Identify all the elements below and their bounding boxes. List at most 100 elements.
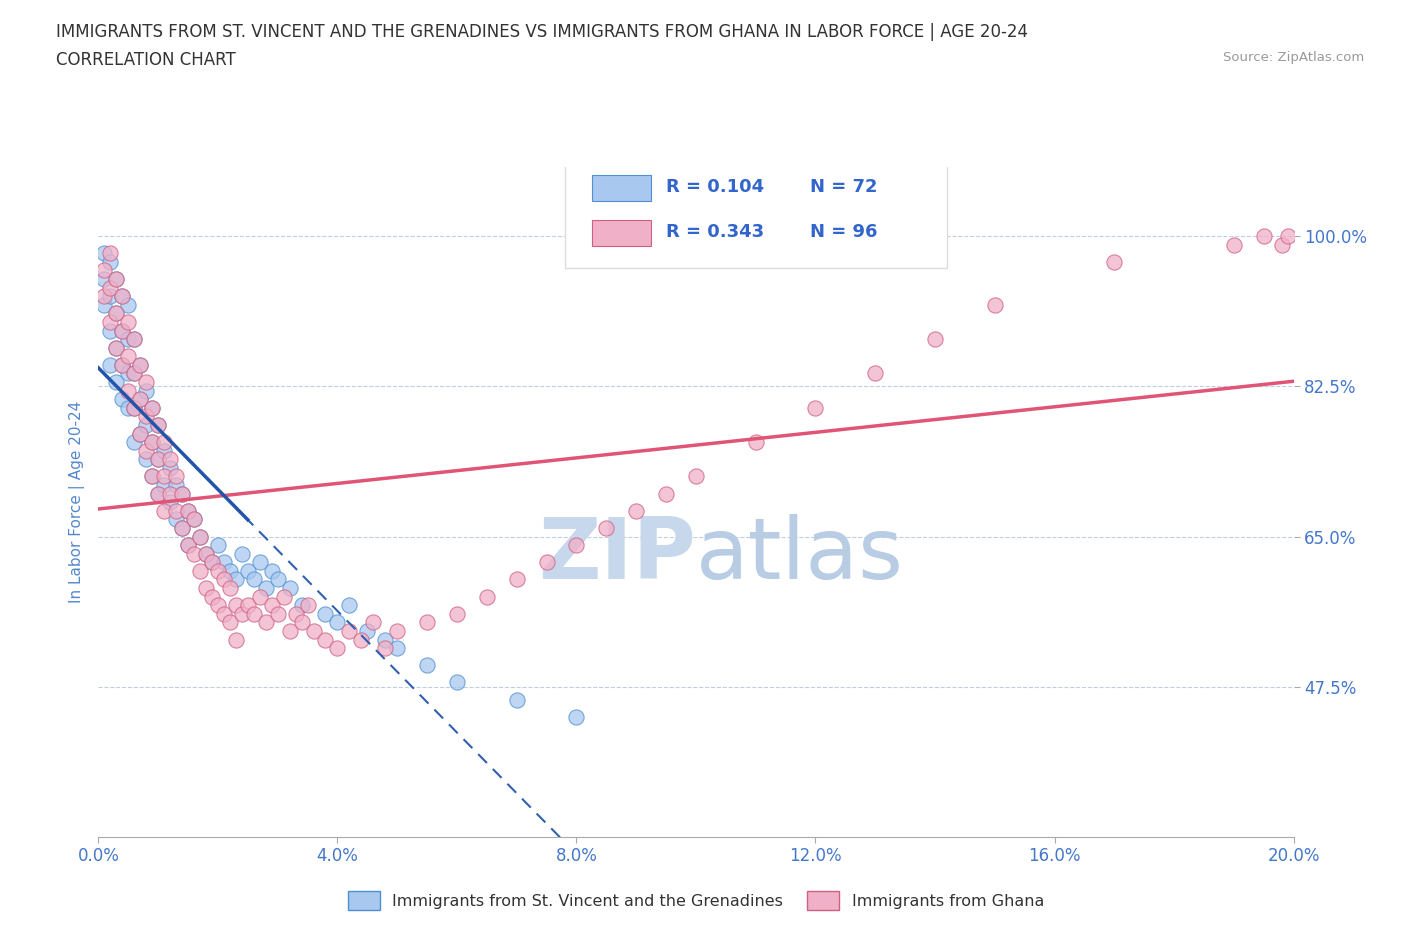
Point — [302, 623, 325, 638]
Point — [267, 572, 290, 587]
Point — [172, 521, 194, 536]
Point — [111, 357, 134, 372]
Point — [326, 615, 349, 630]
Point — [124, 400, 146, 415]
Point — [117, 314, 139, 329]
Point — [231, 606, 253, 621]
Point — [183, 512, 205, 526]
Point — [201, 555, 224, 570]
Point — [1271, 237, 1294, 252]
Point — [129, 357, 152, 372]
Point — [153, 444, 176, 458]
Point — [141, 469, 163, 484]
Point — [278, 580, 301, 595]
Point — [93, 272, 115, 286]
Point — [219, 564, 242, 578]
Point — [225, 598, 247, 613]
Point — [655, 486, 678, 501]
Point — [98, 246, 122, 260]
Point — [207, 538, 229, 552]
Text: ZIP: ZIP — [538, 514, 696, 597]
Point — [207, 564, 229, 578]
Point — [165, 503, 187, 518]
Point — [249, 555, 271, 570]
Point — [188, 564, 211, 578]
Point — [243, 572, 266, 587]
Point — [148, 452, 170, 467]
Point — [315, 606, 337, 621]
Point — [98, 280, 122, 295]
Point — [165, 469, 187, 484]
Point — [153, 469, 176, 484]
Point — [98, 314, 122, 329]
Point — [350, 632, 373, 647]
Point — [177, 538, 200, 552]
Point — [148, 486, 170, 501]
Text: N = 96: N = 96 — [810, 223, 877, 242]
Point — [297, 598, 319, 613]
Point — [536, 555, 558, 570]
Point — [141, 469, 163, 484]
Point — [506, 692, 529, 707]
Point — [506, 572, 529, 587]
Point — [685, 469, 707, 484]
Point — [385, 623, 409, 638]
Point — [446, 606, 468, 621]
Point — [148, 418, 170, 432]
Point — [141, 434, 163, 449]
Point — [254, 615, 277, 630]
Point — [117, 366, 139, 381]
Point — [284, 606, 307, 621]
Point — [153, 434, 176, 449]
Point — [111, 323, 134, 338]
Point — [129, 357, 152, 372]
Point — [111, 392, 134, 406]
Point — [804, 400, 827, 415]
Point — [124, 400, 146, 415]
Point — [183, 546, 205, 561]
Point — [278, 623, 301, 638]
Point — [117, 298, 139, 312]
Point — [212, 555, 235, 570]
Point — [243, 606, 266, 621]
Point — [624, 503, 647, 518]
Point — [129, 426, 152, 441]
Legend: Immigrants from St. Vincent and the Grenadines, Immigrants from Ghana: Immigrants from St. Vincent and the Gren… — [342, 884, 1050, 916]
Text: IMMIGRANTS FROM ST. VINCENT AND THE GRENADINES VS IMMIGRANTS FROM GHANA IN LABOR: IMMIGRANTS FROM ST. VINCENT AND THE GREN… — [56, 23, 1028, 41]
Point — [363, 615, 385, 630]
Point — [374, 632, 396, 647]
Point — [105, 306, 128, 321]
Point — [595, 521, 617, 536]
Point — [105, 272, 128, 286]
Point — [135, 444, 157, 458]
Point — [117, 400, 139, 415]
Point — [374, 641, 396, 656]
Point — [1277, 229, 1299, 244]
Point — [159, 452, 181, 467]
Point — [865, 366, 887, 381]
Point — [159, 460, 181, 475]
Point — [172, 486, 194, 501]
Point — [93, 246, 115, 260]
Point — [117, 349, 139, 364]
Point — [141, 400, 163, 415]
Point — [924, 332, 946, 347]
Point — [148, 452, 170, 467]
Point — [177, 503, 200, 518]
Point — [1104, 255, 1126, 270]
Point — [148, 486, 170, 501]
Y-axis label: In Labor Force | Age 20-24: In Labor Force | Age 20-24 — [69, 401, 84, 604]
Point — [201, 590, 224, 604]
Point — [212, 606, 235, 621]
Text: Source: ZipAtlas.com: Source: ZipAtlas.com — [1223, 51, 1364, 64]
Point — [165, 478, 187, 493]
Point — [225, 632, 247, 647]
Point — [236, 564, 259, 578]
Point — [194, 580, 218, 595]
Point — [565, 538, 588, 552]
Point — [148, 418, 170, 432]
Point — [129, 426, 152, 441]
Point — [135, 383, 157, 398]
FancyBboxPatch shape — [565, 161, 946, 268]
Point — [194, 546, 218, 561]
